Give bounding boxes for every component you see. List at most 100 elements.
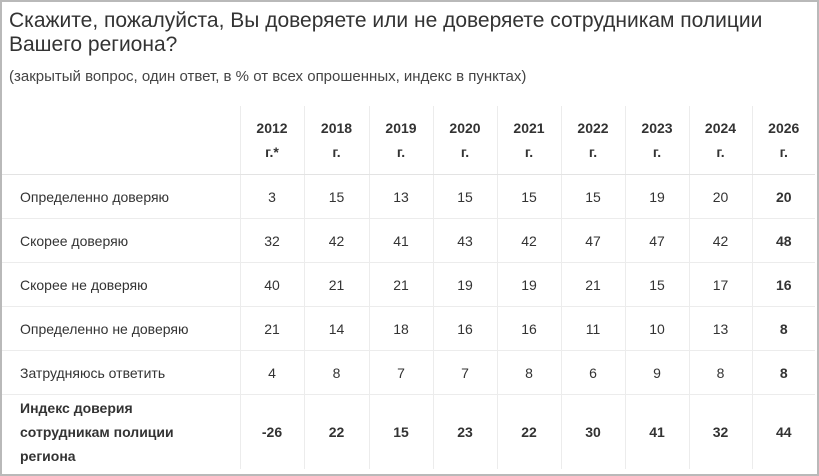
table-cell: 16 [432,306,497,351]
column-unit: г. [396,144,406,160]
table-cell: 10 [624,306,689,351]
table-row: Определенно доверяю 3 15 13 15 15 15 19 … [2,174,815,219]
index-cell: 22 [303,394,369,469]
column-unit: г. [652,144,662,160]
table-cell: 21 [560,262,625,307]
survey-table: 2012 г.* 2018 г. 2019 г. 2020 г. 2021 [2,106,815,469]
table-cell: 15 [560,174,625,219]
page-subtitle: (закрытый вопрос, один ответ, в % от все… [9,68,527,85]
column-year: 2019 [385,120,417,136]
row-label: Скорее не доверяю [2,262,240,307]
column-header-2023: 2023 г. [624,106,689,175]
table-cell: 8 [303,350,369,395]
table-header-corner [2,106,240,175]
column-year: 2024 [704,120,737,136]
table-cell: 11 [560,306,625,351]
column-unit: г. [779,144,788,160]
column-header-2026: 2026 г. [751,106,815,175]
index-cell: 30 [560,394,625,469]
column-year: 2023 [641,120,673,136]
column-year: 2026 [768,120,800,136]
table-cell: 8 [688,350,752,395]
table-cell: 14 [303,306,369,351]
table-cell: 19 [432,262,497,307]
page-title: Скажите, пожалуйста, Вы доверяете или не… [9,9,763,56]
table-cell: 3 [239,174,304,219]
table-cell: 20 [688,174,752,219]
column-unit: г.* [265,144,279,160]
index-cell: 22 [496,394,561,469]
table-cell: 20 [751,174,815,219]
table-cell: 42 [303,218,369,263]
table-cell: 4 [239,350,304,395]
table-cell: 17 [688,262,752,307]
table-row: Затрудняюсь ответить 4 8 7 7 8 6 9 8 8 [2,350,815,395]
column-unit: г. [332,144,341,160]
column-year: 2021 [513,120,545,136]
column-unit: г. [588,144,598,160]
table-cell: 43 [432,218,497,263]
index-row: Индекс доверия сотрудникам полиции регио… [2,394,815,470]
index-cell: 44 [751,394,815,469]
column-header-2012: 2012 г.* [239,106,304,175]
table-cell: 19 [496,262,561,307]
column-unit: г. [524,144,534,160]
table-header-row: 2012 г.* 2018 г. 2019 г. 2020 г. 2021 [2,106,815,175]
table-cell: 8 [751,350,815,395]
table-cell: 13 [688,306,752,351]
table-cell: 47 [624,218,689,263]
column-year: 2022 [577,120,609,136]
column-header-2022: 2022 г. [560,106,625,175]
column-header-2024: 2024 г. [688,106,752,175]
index-cell: 23 [432,394,497,469]
column-header-2019: 2019 г. [368,106,433,175]
index-cell: 32 [688,394,752,469]
index-label-line: Индекс доверия [20,400,133,416]
table-cell: 15 [624,262,689,307]
table-cell: 48 [751,218,815,263]
index-label-line: сотрудникам полиции [20,424,174,440]
column-unit: г. [716,144,725,160]
table-row: Скорее доверяю 32 42 41 43 42 47 47 42 4… [2,218,815,263]
table-cell: 21 [303,262,369,307]
table-cell: 19 [624,174,689,219]
table-cell: 42 [496,218,561,263]
table-cell: 21 [368,262,433,307]
table-cell: 9 [624,350,689,395]
column-header-2021: 2021 г. [496,106,561,175]
row-label: Затрудняюсь ответить [2,350,240,395]
index-label-line: региона [20,448,76,464]
column-year: 2020 [449,120,481,136]
table-cell: 21 [239,306,304,351]
index-cell: -26 [239,394,304,469]
table-row: Определенно не доверяю 21 14 18 16 16 11… [2,306,815,351]
index-row-label: Индекс доверия сотрудникам полиции регио… [2,395,240,470]
table-cell: 15 [432,174,497,219]
row-label: Скорее доверяю [2,218,240,263]
table-cell: 7 [368,350,433,395]
table-cell: 8 [496,350,561,395]
table-cell: 15 [303,174,369,219]
row-label: Определенно не доверяю [2,306,240,351]
table-cell: 32 [239,218,304,263]
row-label: Определенно доверяю [2,174,240,219]
index-cell: 41 [624,394,689,469]
column-header-2018: 2018 г. [303,106,369,175]
table-row: Скорее не доверяю 40 21 21 19 19 21 15 1… [2,262,815,307]
column-year: 2018 [320,120,353,136]
table-cell: 15 [496,174,561,219]
table-cell: 40 [239,262,304,307]
table-cell: 13 [368,174,433,219]
table-cell: 16 [751,262,815,307]
table-cell: 47 [560,218,625,263]
table-cell: 42 [688,218,752,263]
table-cell: 41 [368,218,433,263]
table-cell: 7 [432,350,497,395]
column-year: 2012 [256,120,288,136]
index-cell: 15 [368,394,433,469]
table-cell: 16 [496,306,561,351]
column-header-2020: 2020 г. [432,106,497,175]
table-cell: 8 [751,306,815,351]
table-cell: 18 [368,306,433,351]
